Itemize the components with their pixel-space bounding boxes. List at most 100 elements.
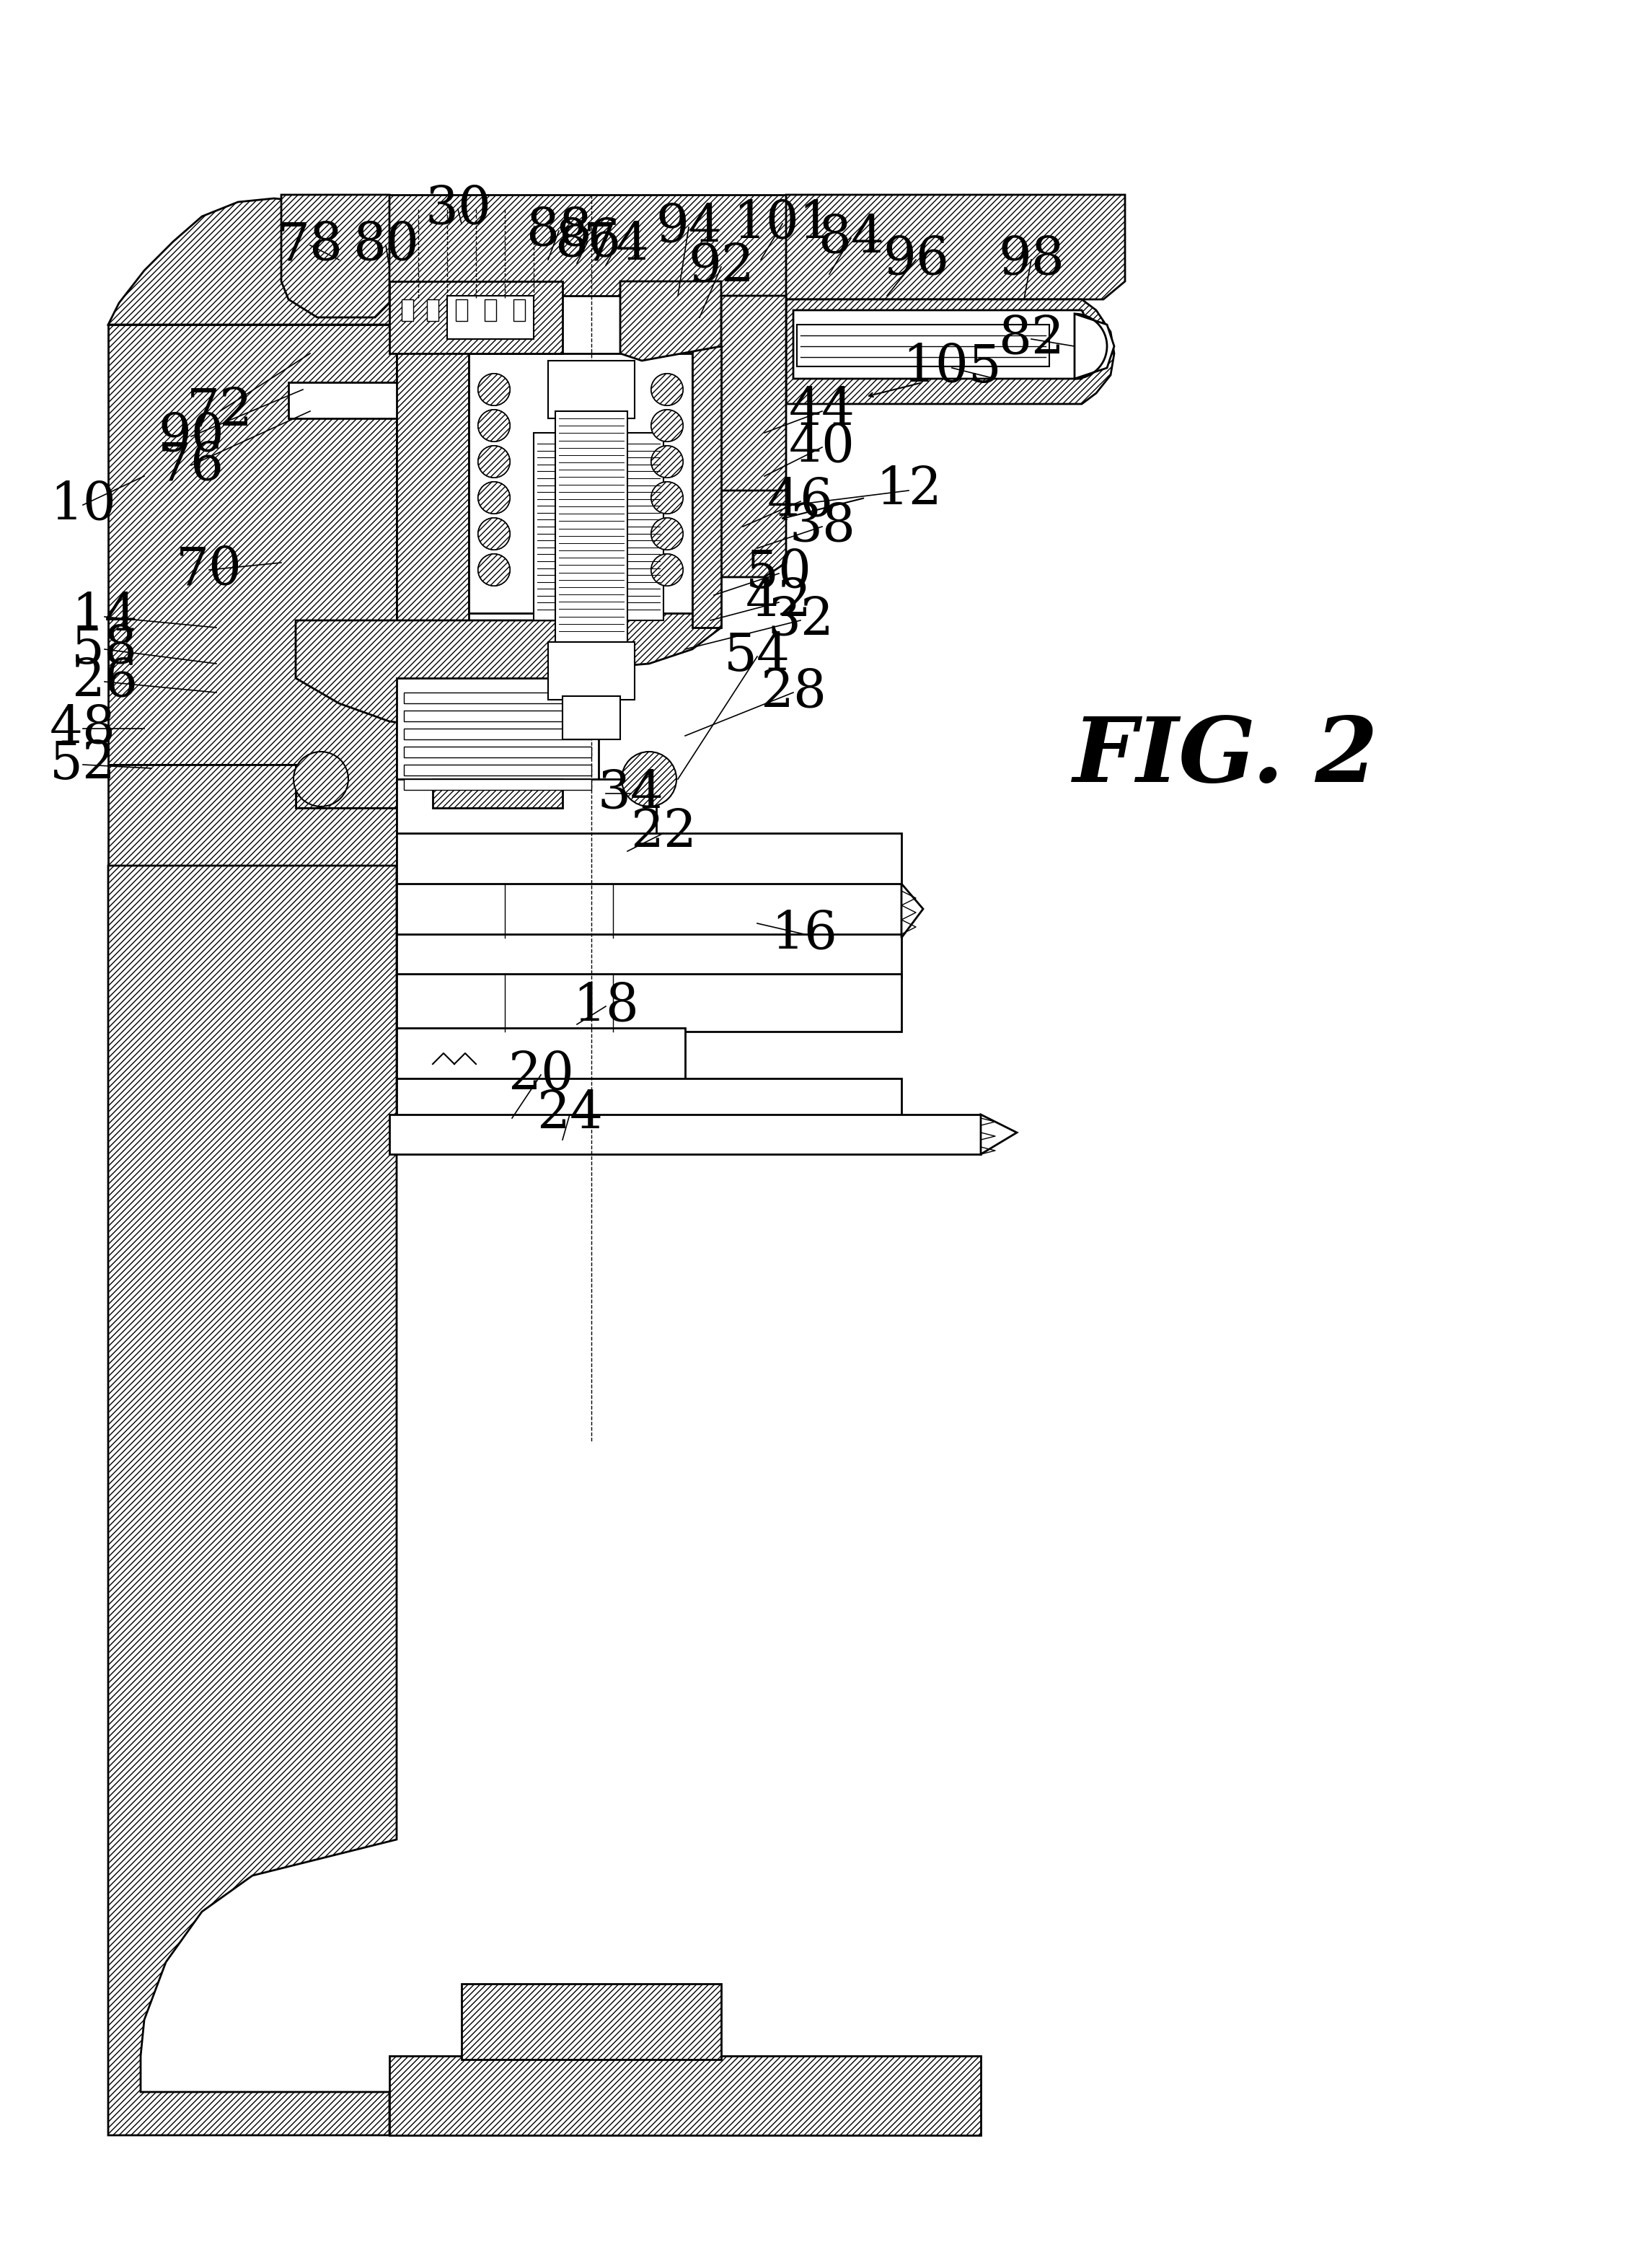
Circle shape [478, 374, 509, 406]
Text: 70: 70 [176, 544, 242, 594]
Polygon shape [721, 295, 787, 506]
Text: 48: 48 [49, 703, 116, 753]
Polygon shape [108, 197, 397, 324]
Polygon shape [1074, 313, 1115, 379]
Text: 38: 38 [788, 501, 855, 551]
Bar [447, 295, 534, 338]
Circle shape [478, 481, 509, 513]
Text: 94: 94 [656, 202, 721, 252]
Polygon shape [787, 299, 1115, 404]
Circle shape [622, 751, 676, 807]
Circle shape [478, 447, 509, 479]
Bar [403, 710, 591, 721]
Circle shape [651, 553, 682, 585]
Bar [401, 299, 413, 322]
Circle shape [478, 517, 509, 549]
Polygon shape [432, 780, 563, 807]
Bar [403, 780, 591, 789]
Bar [397, 780, 656, 837]
Text: 30: 30 [424, 184, 491, 234]
Text: 12: 12 [875, 465, 942, 517]
Circle shape [651, 481, 682, 513]
Polygon shape [108, 764, 397, 866]
Text: 86: 86 [555, 215, 620, 268]
Circle shape [651, 481, 682, 513]
Bar [397, 1080, 901, 1118]
Text: 72: 72 [186, 386, 253, 438]
Polygon shape [692, 347, 721, 628]
Circle shape [478, 447, 509, 479]
Circle shape [478, 447, 509, 479]
Text: 101: 101 [733, 197, 832, 249]
Circle shape [478, 481, 509, 513]
Polygon shape [295, 621, 563, 728]
Polygon shape [462, 1984, 721, 2059]
Bar [428, 299, 439, 322]
Circle shape [651, 553, 682, 585]
Polygon shape [685, 490, 787, 576]
Polygon shape [981, 1114, 1017, 1154]
Bar [563, 696, 620, 739]
Bar [397, 885, 901, 937]
Polygon shape [281, 195, 390, 318]
Circle shape [294, 751, 348, 807]
Polygon shape [390, 281, 563, 354]
Bar [403, 746, 591, 758]
Text: FIG. 2: FIG. 2 [1074, 714, 1379, 801]
Bar [397, 832, 901, 887]
Text: 96: 96 [883, 234, 950, 286]
Text: 20: 20 [508, 1050, 574, 1100]
Text: 14: 14 [72, 592, 137, 642]
Text: 28: 28 [761, 667, 826, 719]
Text: 10: 10 [51, 479, 116, 531]
Text: 46: 46 [767, 476, 834, 526]
Text: 90: 90 [158, 411, 224, 463]
Bar [514, 299, 526, 322]
Text: 22: 22 [630, 807, 697, 860]
Text: 58: 58 [72, 624, 137, 674]
Text: 78: 78 [277, 220, 343, 270]
Circle shape [478, 411, 509, 442]
Text: 40: 40 [788, 422, 855, 472]
Circle shape [478, 374, 509, 406]
Bar [403, 764, 591, 776]
Circle shape [651, 411, 682, 442]
Text: 82: 82 [999, 313, 1064, 365]
Polygon shape [390, 2055, 981, 2134]
Polygon shape [295, 195, 787, 295]
Circle shape [478, 411, 509, 442]
Circle shape [651, 447, 682, 479]
Circle shape [651, 374, 682, 406]
Bar [548, 361, 635, 417]
Text: 52: 52 [49, 739, 116, 789]
Text: 105: 105 [902, 342, 1002, 392]
Bar [548, 642, 635, 701]
Bar [397, 973, 901, 1032]
Circle shape [478, 374, 509, 406]
Polygon shape [563, 562, 721, 667]
Text: 32: 32 [767, 594, 834, 646]
Bar [468, 354, 692, 612]
Text: 50: 50 [746, 549, 813, 599]
Circle shape [478, 553, 509, 585]
Circle shape [478, 481, 509, 513]
Bar [796, 324, 1049, 367]
Circle shape [651, 374, 682, 406]
Text: 54: 54 [725, 631, 790, 683]
Circle shape [651, 517, 682, 549]
Text: 44: 44 [788, 386, 855, 438]
Text: 88: 88 [526, 206, 592, 256]
Bar [397, 934, 901, 978]
Text: 84: 84 [818, 213, 885, 263]
Polygon shape [901, 885, 924, 937]
Text: 24: 24 [537, 1089, 602, 1141]
Circle shape [478, 411, 509, 442]
Bar [403, 692, 591, 703]
Circle shape [478, 553, 509, 585]
Bar [390, 1114, 981, 1154]
Bar [455, 299, 467, 322]
Polygon shape [787, 195, 1124, 299]
Circle shape [651, 447, 682, 479]
Text: 42: 42 [746, 576, 813, 628]
Bar [403, 728, 591, 739]
